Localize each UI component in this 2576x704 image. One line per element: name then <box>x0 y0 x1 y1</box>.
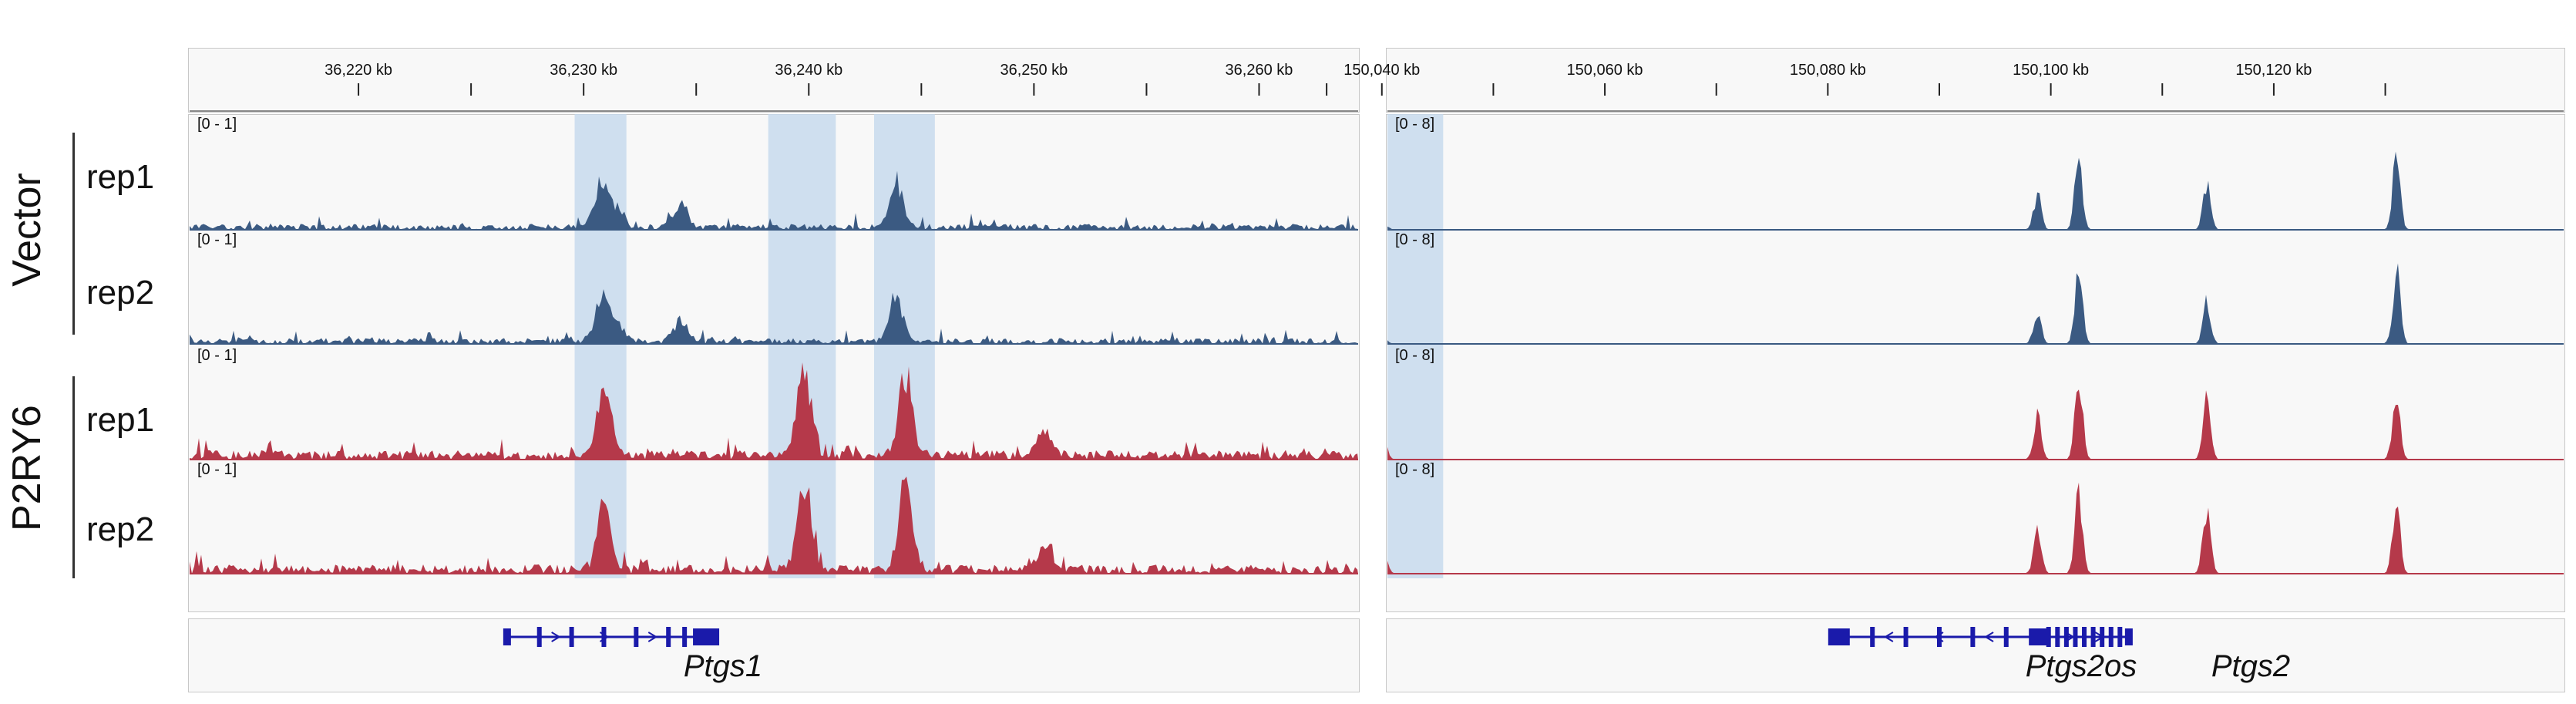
left-coverage-vector-track-2 <box>190 289 1358 344</box>
right-tick-label: 150,060 kb <box>1566 62 1643 79</box>
right-ruler-panel <box>1386 48 2565 113</box>
left-tick-label: 36,240 kb <box>775 62 843 79</box>
gene-exon-ptgs2 <box>2036 628 2044 645</box>
right-tick-label: 150,120 kb <box>2235 62 2312 79</box>
right-gene-panel <box>1386 618 2565 692</box>
left-ruler-panel <box>188 48 1360 113</box>
gene-exon-ptgs1 <box>666 627 671 647</box>
gene-label-ptgs2: Ptgs2 <box>2211 649 2291 683</box>
right-tracks-panel <box>1386 114 2565 612</box>
gene-exon-ptgs2 <box>2117 627 2123 647</box>
gene-exon-ptgs2 <box>2046 627 2051 647</box>
vector-group-bracket <box>72 133 75 335</box>
right-tick-label: 150,040 kb <box>1343 62 1421 79</box>
gene-exon-ptgs2 <box>2108 627 2114 647</box>
gene-label-ptgs2os: Ptgs2os <box>2025 649 2137 683</box>
vector-rep2-label: rep2 <box>86 274 155 312</box>
right-track3-range: [0 - 8] <box>1395 347 1435 364</box>
gene-label-ptgs1: Ptgs1 <box>683 649 763 683</box>
p2ry6-rep1-label: rep1 <box>86 401 155 439</box>
left-tick-label: 36,230 kb <box>550 62 618 79</box>
gene-exon-ptgs1 <box>682 627 688 647</box>
gene-strand-arrow <box>1984 632 1994 642</box>
vector-rep1-label: rep1 <box>86 158 155 196</box>
gene-exon-ptgs2os <box>1970 627 1976 647</box>
right-track2-range: [0 - 8] <box>1395 231 1435 248</box>
gene-exon-ptgs2os <box>1828 628 1850 645</box>
left-tick-label: 36,260 kb <box>1225 62 1293 79</box>
gene-exon-ptgs2 <box>2100 627 2105 647</box>
gene-exon-ptgs1 <box>503 628 511 645</box>
right-coverage-vector-track-1 <box>1387 151 2564 230</box>
left-track1-range: [0 - 1] <box>197 116 237 133</box>
gene-exon-ptgs1 <box>601 627 607 647</box>
gene-strand-arrow <box>1883 632 1894 642</box>
p2ry6-rep2-label: rep2 <box>86 510 155 548</box>
left-tick-label: 36,220 kb <box>325 62 392 79</box>
gene-exon-ptgs2os <box>1936 627 1942 647</box>
gene-exon-ptgs2 <box>2082 627 2087 647</box>
p2ry6-group-bracket <box>72 376 75 578</box>
left-track4-range: [0 - 1] <box>197 461 237 478</box>
gene-exon-ptgs1 <box>569 627 574 647</box>
gene-exon-ptgs2 <box>2090 627 2096 647</box>
gene-exon-ptgs2os <box>2003 627 2009 647</box>
right-coverage-p2ry6-track-3 <box>1387 389 2564 460</box>
gene-exon-ptgs2 <box>2063 627 2069 647</box>
gene-exon-ptgs2os <box>1903 627 1908 647</box>
gene-exon-ptgs1 <box>634 627 639 647</box>
gene-exon-ptgs2os <box>1870 627 1875 647</box>
right-track4-range: [0 - 8] <box>1395 461 1435 478</box>
gene-utr-ptgs1 <box>693 628 720 645</box>
right-highlight-region <box>1387 114 1444 578</box>
right-coverage-p2ry6-track-4 <box>1387 482 2564 574</box>
right-tick-label: 150,100 kb <box>2013 62 2090 79</box>
gene-exon-ptgs2 <box>2073 627 2078 647</box>
gene-exon-ptgs2 <box>2124 628 2133 645</box>
gene-exon-ptgs1 <box>536 627 542 647</box>
right-coverage-vector-track-2 <box>1387 263 2564 344</box>
left-tick-label: 36,250 kb <box>1000 62 1068 79</box>
left-track3-range: [0 - 1] <box>197 347 237 364</box>
left-gene-panel <box>188 618 1360 692</box>
right-track1-range: [0 - 8] <box>1395 116 1435 133</box>
gene-exon-ptgs2 <box>2055 627 2060 647</box>
left-track2-range: [0 - 1] <box>197 231 237 248</box>
gene-strand-arrow <box>551 632 561 642</box>
right-tick-label: 150,080 kb <box>1789 62 1866 79</box>
gene-strand-arrow <box>647 632 658 642</box>
